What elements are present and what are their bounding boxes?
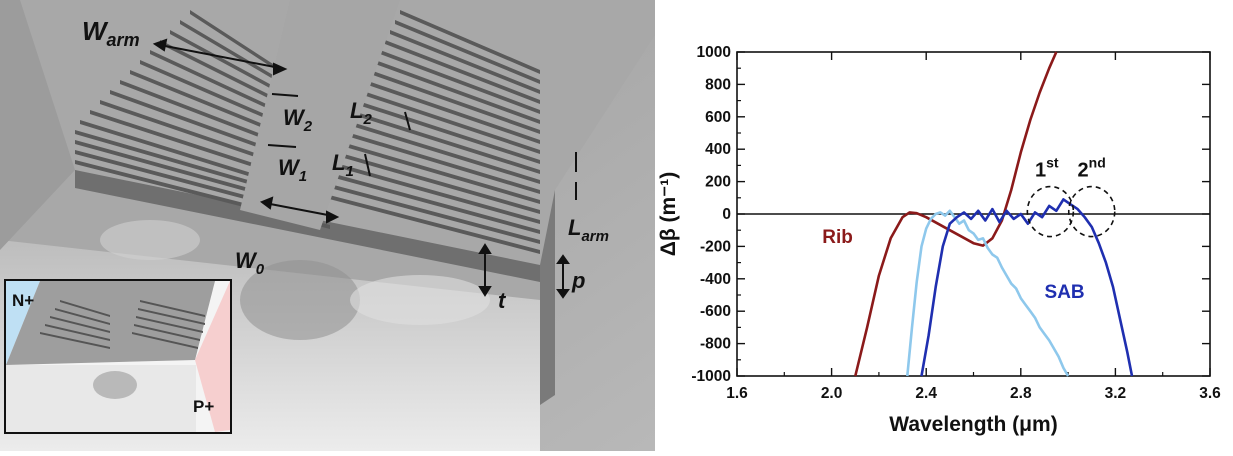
y-tick-label: 200	[705, 174, 731, 191]
label-p: p	[571, 268, 585, 293]
device-schematic-svg: Warm W2 W1 L2 L1 Larm W0 t p N+ P+	[0, 0, 655, 451]
y-tick-label: 1000	[697, 44, 731, 61]
y-tick-label: -800	[700, 336, 731, 353]
arrowhead	[273, 62, 288, 76]
y-tick-label: 400	[705, 141, 731, 158]
series-line-sab	[920, 198, 1134, 377]
center-waveguide	[240, 0, 400, 230]
order-circle-1st	[1026, 185, 1075, 238]
label-t: t	[498, 288, 507, 313]
arrow-w2	[271, 93, 299, 97]
arrowhead	[259, 196, 274, 210]
y-tick-label: -600	[700, 303, 731, 320]
y-tick-label: -200	[700, 238, 731, 255]
y-tick-label: -400	[700, 271, 731, 288]
series-line-rib	[854, 51, 1058, 377]
x-tick-label: 3.6	[1199, 385, 1221, 402]
chart-panel: 1.6 2.0 2.4 2.8 3.2 3.6 1000 800 600 400 200 0 -200 -…	[655, 0, 1233, 451]
x-axis-label: Wavelength (μm)	[889, 413, 1057, 436]
delta-beta-chart: 1.6 2.0 2.4 2.8 3.2 3.6 1000 800 600 400 200 0 -200 -…	[657, 44, 1221, 436]
x-tick-label: 3.2	[1105, 385, 1127, 402]
annotation-rib: Rib	[822, 227, 853, 248]
arrowhead	[556, 289, 570, 299]
dimension-arrows	[152, 38, 577, 299]
inset-p-label: P+	[193, 397, 214, 416]
y-tick-label: -1000	[691, 368, 731, 385]
shadow-blob	[100, 220, 200, 260]
inset-p-region	[195, 281, 230, 432]
annotation-2nd: 2nd	[1078, 155, 1106, 182]
label-w1: W1	[278, 155, 307, 185]
y-tick-label: 600	[705, 109, 731, 126]
inset-slab	[6, 281, 215, 365]
arrow-l1	[364, 153, 371, 177]
right-grating	[310, 10, 540, 254]
label-l-arm: Larm	[568, 215, 609, 245]
label-w-arm: Warm	[82, 16, 140, 50]
arrow-w1	[267, 144, 297, 148]
order-circle-2nd	[1067, 185, 1116, 238]
annotation-1st: 1st	[1035, 155, 1059, 182]
y-tick-label: 0	[722, 206, 731, 223]
arrowhead	[556, 254, 570, 264]
series-line-unlabeled-1	[906, 209, 1070, 377]
label-l2: L2	[350, 98, 372, 128]
slab-right-edge	[540, 190, 555, 405]
arrow-w-arm	[159, 44, 281, 69]
arrowhead	[152, 38, 168, 52]
x-tick-label: 2.8	[1010, 385, 1032, 402]
arrow-w0-span	[264, 202, 334, 217]
y-tick-label: 800	[705, 76, 731, 93]
y-axis-label: Δβ (m⁻¹)	[657, 172, 680, 256]
slab-left-face	[0, 0, 75, 250]
annotation-sab: SAB	[1045, 282, 1085, 303]
label-w0: W0	[235, 248, 265, 278]
shadow-blob	[240, 260, 360, 340]
inset-grating	[40, 300, 205, 349]
arrowhead	[478, 243, 492, 254]
arrow-l2	[404, 111, 411, 131]
device-schematic: Warm W2 W1 L2 L1 Larm W0 t p N+ P+	[0, 0, 655, 451]
label-l1: L1	[332, 150, 354, 180]
inset: N+ P+	[4, 279, 232, 434]
x-tick-label: 2.0	[821, 385, 843, 402]
arrowhead	[478, 286, 492, 297]
x-tick-label: 1.6	[726, 385, 748, 402]
inset-shadow	[93, 371, 137, 399]
shadow-blob	[350, 275, 490, 325]
label-w2: W2	[283, 105, 313, 135]
arrowhead	[326, 210, 340, 224]
inset-n-label: N+	[12, 291, 34, 310]
x-tick-label: 2.4	[915, 385, 937, 402]
